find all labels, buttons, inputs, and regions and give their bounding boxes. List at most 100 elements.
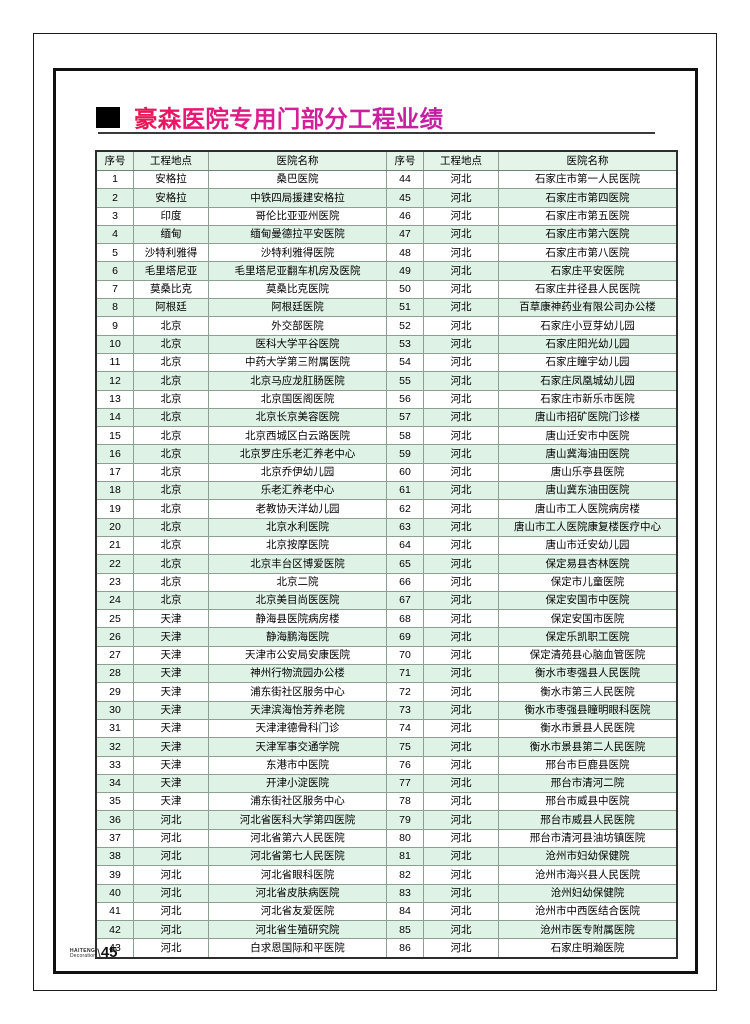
- cell-no-right: 52: [386, 316, 424, 336]
- cell-location-right: 河北: [423, 444, 499, 464]
- cell-hospital-left: 哥伦比亚亚州医院: [208, 206, 387, 226]
- column-header-hospital-right: 医院名称: [498, 150, 678, 171]
- cell-hospital-right: 衡水市枣强县瞳明眼科医院: [498, 700, 678, 720]
- cell-location-right: 河北: [423, 590, 499, 611]
- cell-no-right: 59: [386, 444, 424, 464]
- cell-location-right: 河北: [423, 279, 499, 300]
- cell-hospital-right: 沧州市中西医结合医院: [498, 901, 678, 922]
- cell-no-left: 22: [95, 554, 134, 574]
- cell-no-left: 21: [95, 535, 134, 556]
- title-underline-rule: [98, 132, 655, 134]
- cell-location-left: 北京: [133, 444, 209, 464]
- cell-no-left: 43: [95, 938, 134, 959]
- cell-no-right: 51: [386, 298, 424, 318]
- table-header-row: 序号 工程地点 医院名称 序号 工程地点 医院名称: [95, 150, 678, 171]
- cell-no-left: 38: [95, 846, 134, 867]
- cell-hospital-right: 唐山市工人医院病房楼: [498, 499, 678, 519]
- cell-hospital-left: 河北省第六人民医院: [208, 828, 387, 848]
- cell-no-left: 17: [95, 462, 134, 483]
- cell-no-left: 37: [95, 828, 134, 848]
- cell-no-left: 15: [95, 426, 134, 446]
- cell-no-left: 28: [95, 664, 134, 684]
- cell-location-right: 河北: [423, 609, 499, 629]
- cell-no-left: 12: [95, 371, 134, 391]
- cell-no-left: 11: [95, 352, 134, 373]
- cell-no-left: 23: [95, 572, 134, 592]
- cell-no-right: 76: [386, 755, 424, 775]
- cell-no-left: 34: [95, 773, 134, 794]
- cell-hospital-right: 石家庄井径县人民医院: [498, 279, 678, 300]
- cell-location-left: 缅甸: [133, 224, 209, 245]
- cell-location-right: 河北: [423, 901, 499, 922]
- table-row: 41 河北 河北省友爱医院 84 河北 沧州市中西医结合医院: [95, 901, 678, 922]
- cell-location-left: 天津: [133, 700, 209, 720]
- cell-location-right: 河北: [423, 535, 499, 556]
- cell-hospital-right: 石家庄市第六医院: [498, 224, 678, 245]
- table-row: 12 北京 北京马应龙肛肠医院 55 河北 石家庄凤凰城幼儿园: [95, 371, 678, 391]
- cell-location-left: 河北: [133, 883, 209, 903]
- cell-no-right: 74: [386, 718, 424, 739]
- cell-location-right: 河北: [423, 261, 499, 281]
- inner-page-border: 豪森医院专用门部分工程业绩 序号 工程地点 医院名称 序号 工程地点 医院名称 …: [53, 68, 698, 974]
- cell-no-right: 83: [386, 883, 424, 903]
- performance-table: 序号 工程地点 医院名称 序号 工程地点 医院名称 1 安格拉 桑巴医院 44 河北 石家…: [95, 150, 678, 959]
- cell-hospital-right: 唐山市招矿医院门诊楼: [498, 407, 678, 428]
- cell-hospital-right: 石家庄小豆芽幼儿园: [498, 316, 678, 336]
- cell-hospital-right: 石家庄瞳宇幼儿园: [498, 352, 678, 373]
- table-row: 21 北京 北京按摩医院 64 河北 唐山市迁安幼儿园: [95, 535, 678, 556]
- cell-location-right: 河北: [423, 224, 499, 245]
- cell-location-right: 河北: [423, 298, 499, 318]
- column-header-no-left: 序号: [95, 150, 134, 171]
- cell-no-right: 47: [386, 224, 424, 245]
- cell-hospital-right: 衡水市枣强县人民医院: [498, 664, 678, 684]
- cell-location-left: 印度: [133, 206, 209, 226]
- table-row: 28 天津 神州行物流园办公楼 71 河北 衡水市枣强县人民医院: [95, 664, 678, 684]
- cell-hospital-left: 莫桑比克医院: [208, 279, 387, 300]
- cell-hospital-right: 唐山冀东油田医院: [498, 481, 678, 501]
- cell-no-right: 56: [386, 389, 424, 409]
- cell-location-right: 河北: [423, 627, 499, 647]
- cell-no-left: 32: [95, 737, 134, 757]
- cell-hospital-right: 衡水市第三人民医院: [498, 682, 678, 702]
- cell-location-right: 河北: [423, 371, 499, 391]
- cell-no-right: 55: [386, 371, 424, 391]
- cell-hospital-left: 北京国医阁医院: [208, 389, 387, 409]
- cell-hospital-right: 石家庄市新乐市医院: [498, 389, 678, 409]
- cell-no-right: 67: [386, 590, 424, 611]
- cell-hospital-left: 老教协天洋幼儿园: [208, 499, 387, 519]
- cell-location-right: 河北: [423, 316, 499, 336]
- cell-location-left: 天津: [133, 664, 209, 684]
- cell-hospital-right: 保定市儿童医院: [498, 572, 678, 592]
- table-row: 14 北京 北京长京美容医院 57 河北 唐山市招矿医院门诊楼: [95, 407, 678, 428]
- cell-location-right: 河北: [423, 206, 499, 226]
- cell-hospital-left: 北京按摩医院: [208, 535, 387, 556]
- cell-no-right: 61: [386, 481, 424, 501]
- cell-location-left: 北京: [133, 517, 209, 537]
- cell-no-left: 1: [95, 169, 134, 190]
- cell-no-left: 39: [95, 865, 134, 885]
- cell-hospital-right: 邢台市清河二院: [498, 773, 678, 794]
- cell-location-left: 北京: [133, 462, 209, 483]
- cell-no-left: 13: [95, 389, 134, 409]
- cell-no-right: 86: [386, 938, 424, 959]
- cell-location-right: 河北: [423, 682, 499, 702]
- table-row: 35 天津 浦东街社区服务中心 78 河北 邢台市威县中医院: [95, 792, 678, 812]
- cell-location-left: 阿根廷: [133, 298, 209, 318]
- cell-no-left: 40: [95, 883, 134, 903]
- cell-hospital-left: 北京西城区白云路医院: [208, 426, 387, 446]
- table-row: 11 北京 中药大学第三附属医院 54 河北 石家庄瞳宇幼儿园: [95, 352, 678, 373]
- page-number: 45: [100, 944, 118, 961]
- cell-hospital-left: 河北省眼科医院: [208, 865, 387, 885]
- cell-hospital-right: 邢台市威县中医院: [498, 792, 678, 812]
- cell-location-right: 河北: [423, 664, 499, 684]
- logo-line-1: HAITENG: [70, 947, 96, 954]
- cell-no-left: 2: [95, 188, 134, 208]
- cell-hospital-right: 石家庄市第四医院: [498, 188, 678, 208]
- cell-hospital-right: 百草康神药业有限公司办公楼: [498, 298, 678, 318]
- cell-location-left: 河北: [133, 846, 209, 867]
- cell-hospital-left: 河北省第七人民医院: [208, 846, 387, 867]
- cell-hospital-left: 天津市公安局安康医院: [208, 645, 387, 666]
- cell-no-right: 80: [386, 828, 424, 848]
- cell-hospital-right: 保定易县杏林医院: [498, 554, 678, 574]
